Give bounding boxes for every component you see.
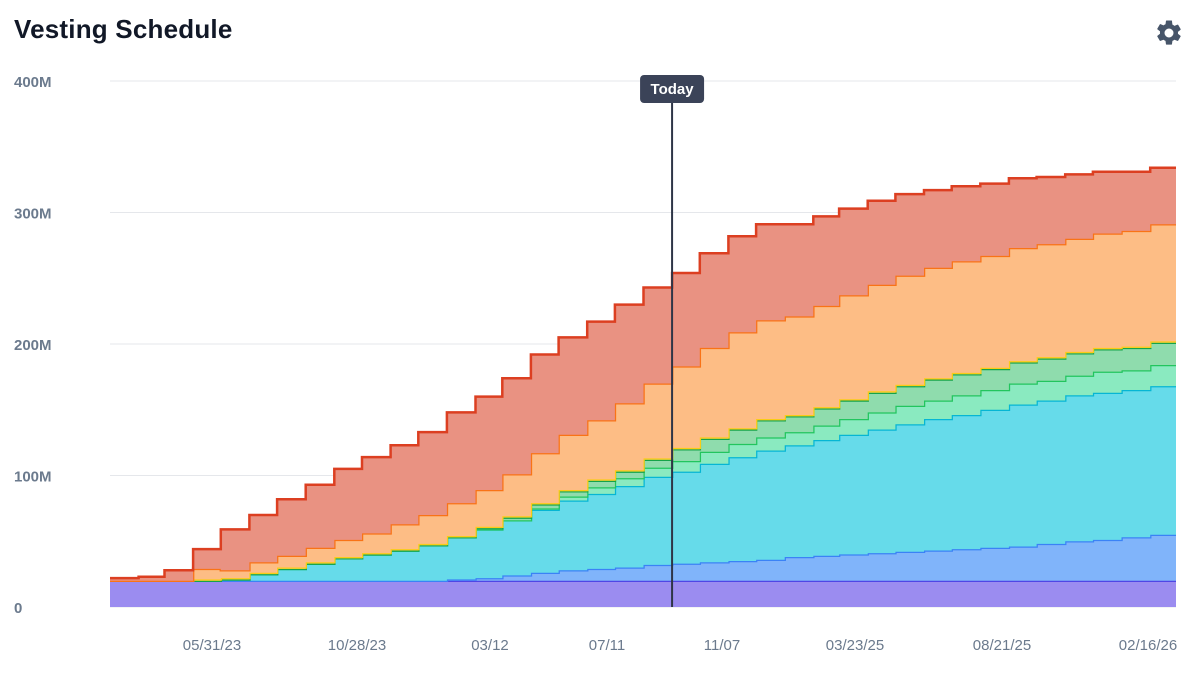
x-tick-label: 10/28/23 — [328, 637, 386, 654]
today-marker[interactable]: Today — [640, 75, 705, 607]
x-tick-label: 11/07 — [704, 637, 740, 654]
series-areas — [110, 166, 1176, 607]
y-tick-label: 100M — [14, 469, 52, 486]
y-tick-label: 200M — [14, 337, 52, 354]
settings-button[interactable] — [1154, 18, 1184, 48]
x-tick-label: 07/11 — [589, 637, 625, 654]
series-area-3 — [110, 386, 1176, 581]
series-line-8 — [110, 166, 1176, 580]
y-tick-label: 300M — [14, 206, 52, 223]
gear-icon — [1157, 20, 1181, 45]
today-label: Today — [651, 81, 695, 98]
y-tick-label: 0 — [14, 600, 22, 617]
y-tick-label: 400M — [14, 74, 52, 91]
page-title: Vesting Schedule — [14, 14, 233, 44]
series-area-8 — [110, 167, 1176, 581]
y-axis-ticks: 0 100M 200M 300M 400M — [14, 74, 52, 617]
series-area-5 — [110, 342, 1176, 581]
today-badge — [640, 75, 705, 103]
series-area-7 — [110, 224, 1176, 581]
series-area-2 — [110, 534, 1176, 581]
x-tick-label: 03/23/25 — [826, 637, 884, 654]
x-tick-label: 08/21/25 — [973, 637, 1031, 654]
x-tick-label: 05/31/23 — [183, 637, 241, 654]
x-tick-label: 03/12 — [471, 637, 509, 654]
series-area-4 — [110, 365, 1176, 581]
x-axis-ticks: 05/31/23 10/28/23 03/12 07/11 11/07 03/23/25 0… — [183, 637, 1177, 654]
series-area-1 — [110, 580, 1176, 607]
x-tick-label: 02/16/26 — [1119, 637, 1177, 654]
